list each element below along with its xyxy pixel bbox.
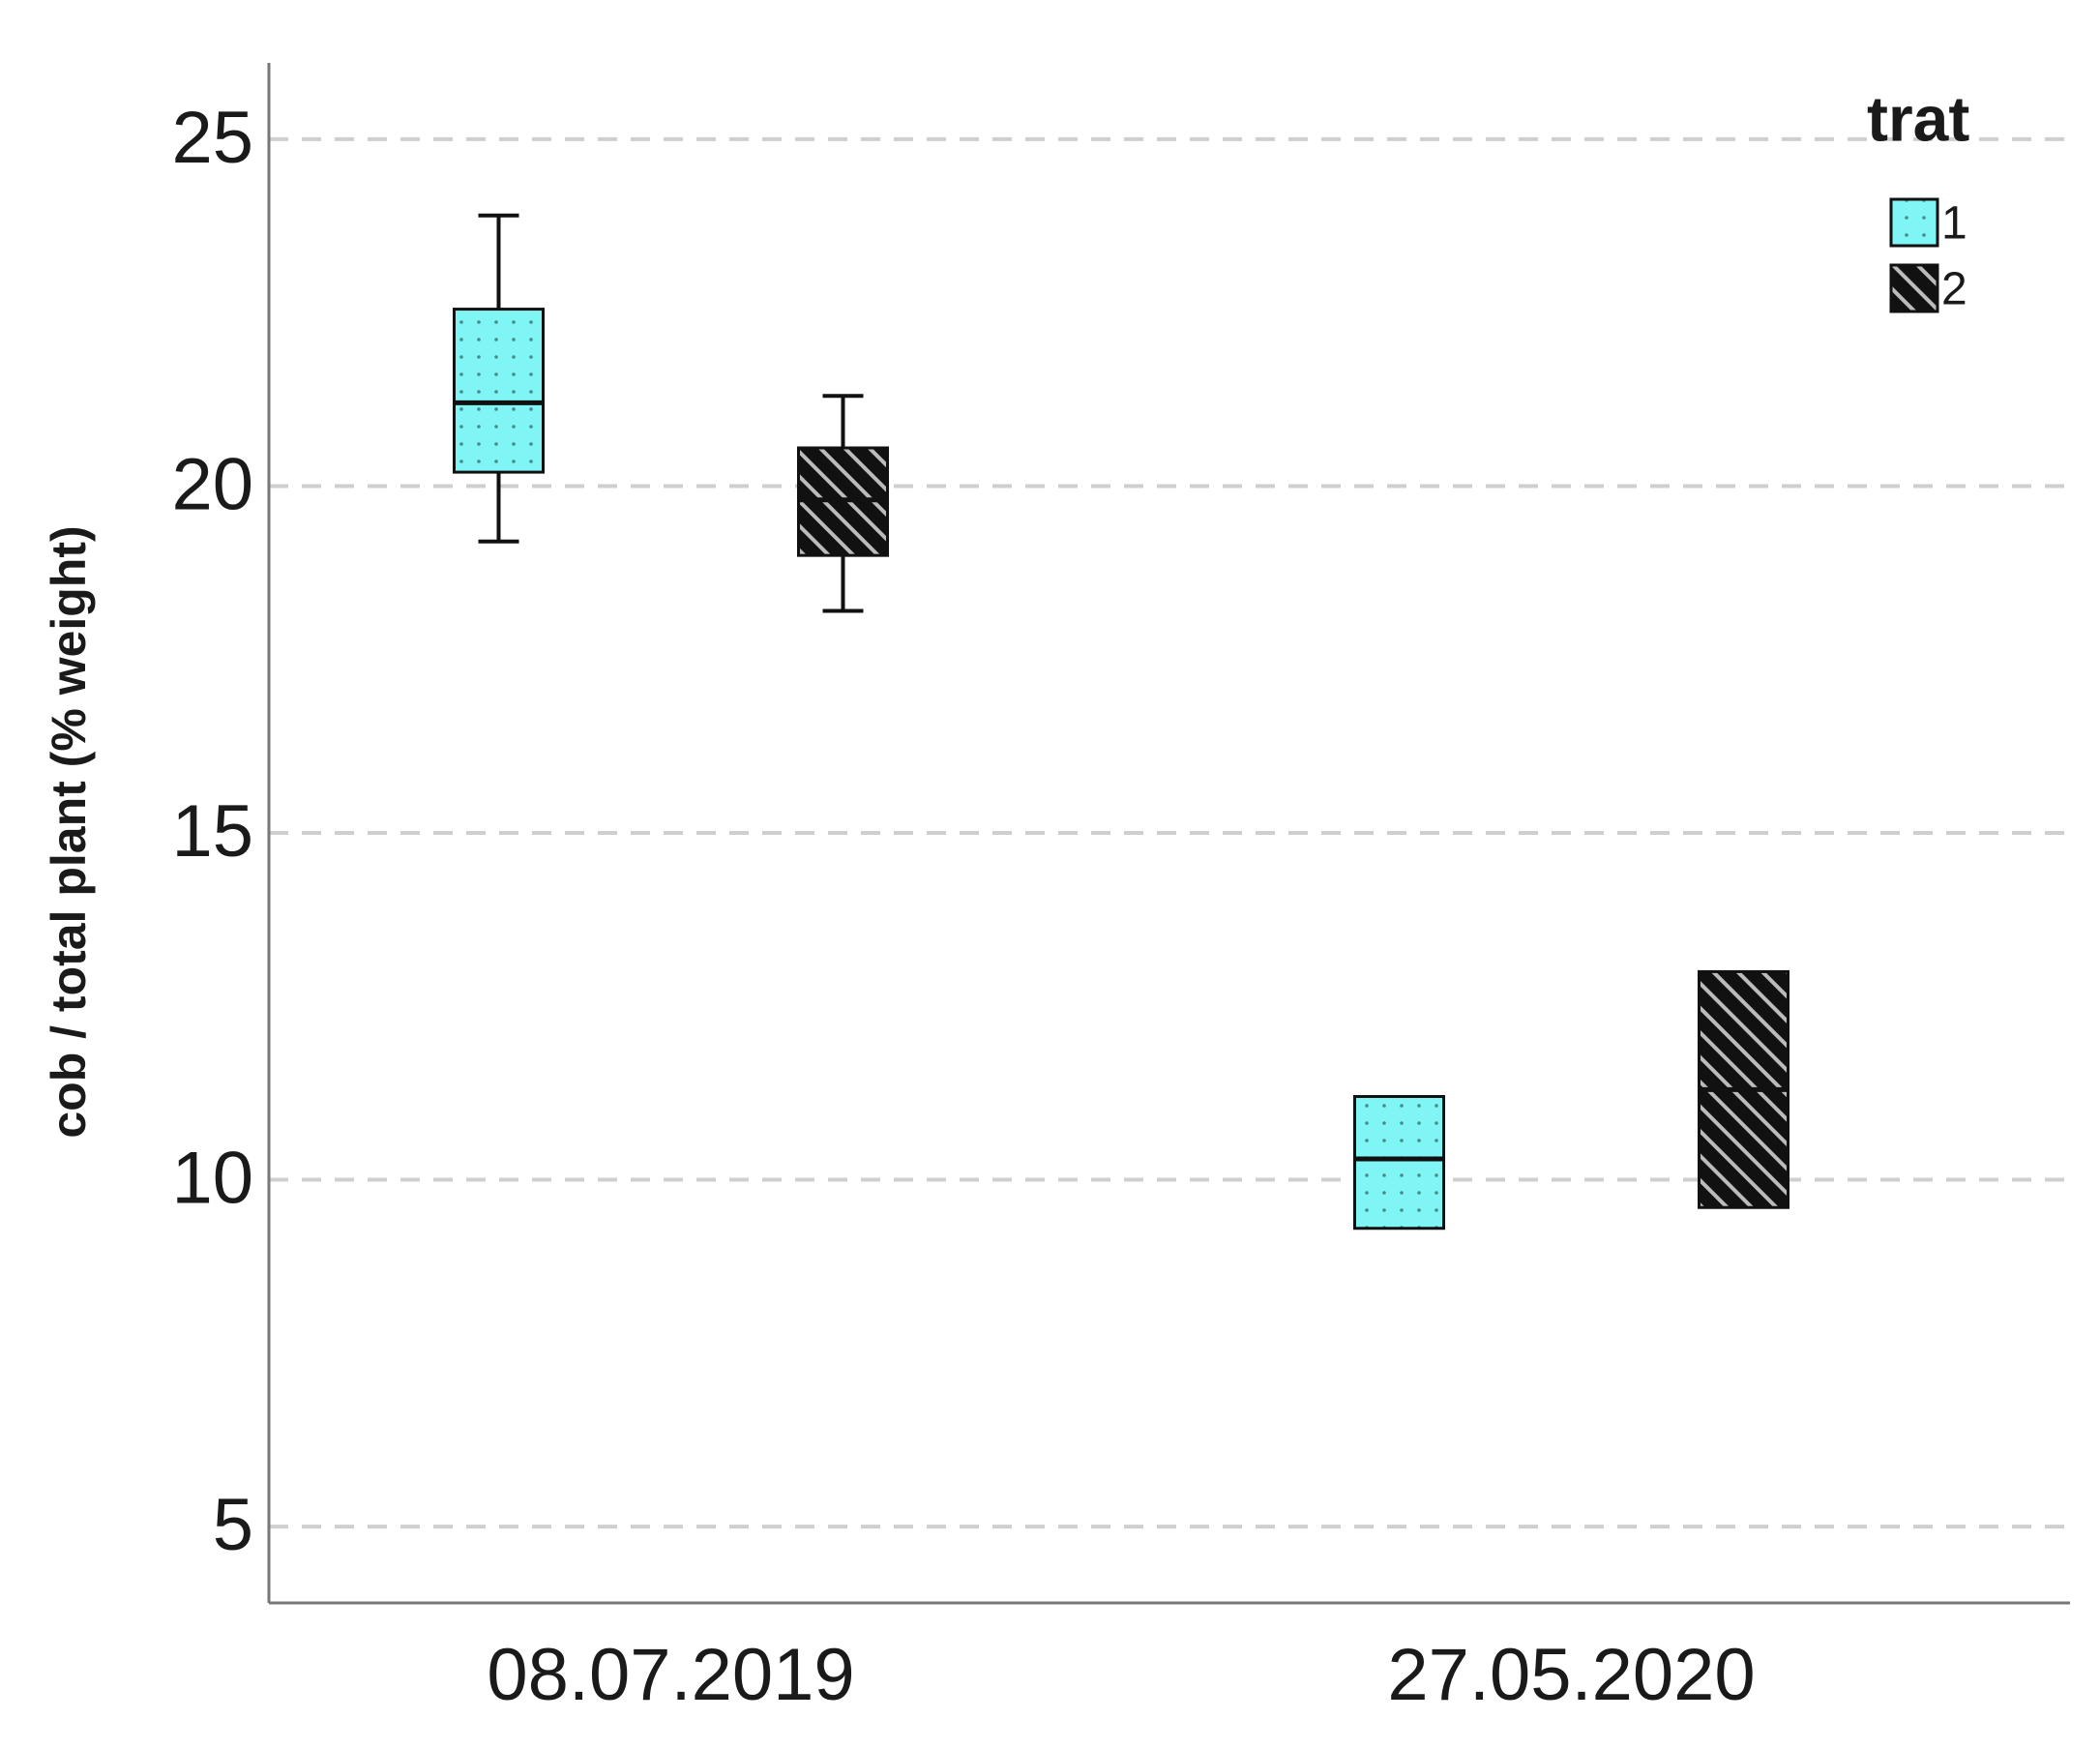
legend-label: 1 — [1941, 198, 1967, 250]
box — [1353, 1095, 1445, 1230]
y-tick-label: 10 — [171, 1138, 253, 1220]
y-axis-title: cob / total plant (% weight) — [42, 525, 96, 1138]
box — [453, 308, 545, 474]
legend-swatch — [1889, 263, 1939, 313]
y-tick-label: 5 — [213, 1484, 253, 1566]
y-tick-label: 25 — [171, 97, 253, 179]
y-tick-label: 20 — [171, 444, 253, 526]
legend-label: 2 — [1941, 264, 1967, 315]
x-tick-label: 27.05.2020 — [1387, 1634, 1755, 1716]
legend-title: trat — [1867, 82, 1969, 154]
x-tick-label: 08.07.2019 — [487, 1634, 854, 1716]
y-tick-label: 15 — [171, 790, 253, 873]
legend-swatch — [1889, 197, 1939, 248]
